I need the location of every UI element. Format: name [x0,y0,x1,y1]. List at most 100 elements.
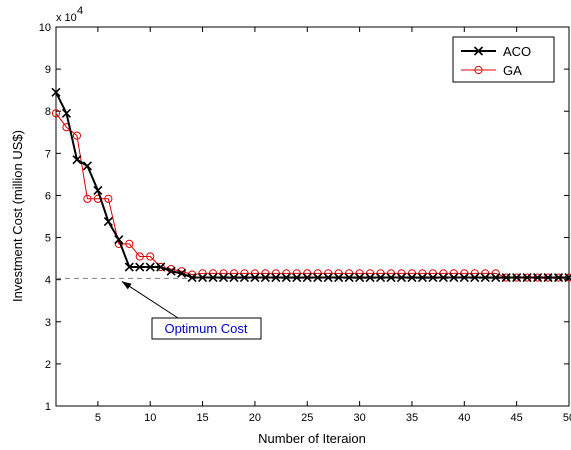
y-tick-label: 10 [39,22,51,34]
data-point-aco [166,266,176,276]
data-point-aco [313,272,323,283]
data-point-aco [114,235,124,245]
data-point-aco [218,272,229,283]
data-point-aco [438,272,448,283]
plot-area [55,26,570,407]
data-point-aco [543,272,553,283]
data-point-aco [428,272,438,283]
legend-aco-sample [461,46,496,56]
data-point-ga [146,252,155,261]
y-tick-label: 4 [45,275,51,287]
data-point-aco [459,272,469,283]
data-point-ga [177,267,186,276]
data-point-aco [281,272,291,283]
data-point-aco [198,272,208,283]
series-aco [51,87,571,283]
x-tick-label: 25 [301,412,313,424]
data-point-aco [480,272,490,283]
y-tick-label: 5 [45,233,51,245]
data-point-aco [292,272,302,283]
annotation-arrow [121,280,179,319]
data-point-aco [260,272,270,283]
data-point-aco [229,272,239,283]
y-tick-label: 2 [45,359,51,371]
data-point-aco [334,272,344,283]
data-point-aco [51,87,61,97]
data-point-ga [135,252,144,261]
x-tick-label: 45 [511,412,523,424]
data-point-aco [61,108,72,118]
data-point-aco [417,272,427,283]
data-point-aco [239,272,250,283]
data-point-aco [449,272,459,283]
y-tick-label: 7 [45,148,51,160]
data-point-aco [344,272,354,283]
series-group [51,87,571,283]
data-point-aco [522,272,532,283]
y-tick-label: 9 [45,64,51,76]
axes-ticks: 510152025303540455012345678910 [39,22,571,424]
legend-label-aco: ACO [503,44,531,59]
data-point-aco [512,272,522,283]
x-tick-label: 30 [353,412,365,424]
data-point-ga [125,239,134,248]
data-point-aco [491,272,501,283]
data-point-aco [145,262,155,272]
data-point-aco [135,262,145,272]
y-axis-label: Investment Cost (million US$) [10,130,25,302]
legend-marker-aco [473,46,484,56]
data-point-aco [271,272,281,283]
arrow-head [121,281,132,290]
data-point-aco [533,272,543,283]
y-multiplier-label: x 10 [56,12,77,24]
y-tick-label: 3 [45,317,51,329]
x-tick-label: 5 [95,412,101,424]
data-point-aco [564,272,571,283]
data-point-aco [177,268,187,278]
x-tick-label: 40 [458,412,470,424]
x-tick-label: 15 [196,412,208,424]
data-point-aco [156,262,166,272]
data-point-aco [93,185,103,195]
x-axis-label: Number of Iteraion [258,431,366,446]
data-point-aco [407,272,417,283]
legend-box [452,36,555,83]
data-point-aco [355,272,365,283]
data-point-aco [553,272,564,283]
data-point-aco [250,272,260,283]
y-tick-label: 6 [45,190,51,202]
annotation-box [151,317,262,340]
x-tick-label: 20 [249,412,261,424]
data-point-aco [208,272,218,283]
data-point-aco [501,272,511,283]
x-tick-label: 10 [144,412,156,424]
data-point-ga [104,194,113,203]
data-point-aco [72,155,82,165]
data-point-aco [396,272,407,283]
y-tick-label: 1 [45,401,51,413]
data-point-ga [72,131,82,140]
series-line-ga [55,113,569,279]
data-point-aco [375,272,386,283]
x-tick-label: 50 [563,412,571,424]
annotation-text: Optimum Cost [164,321,247,336]
legend-ga-sample [461,65,496,75]
data-point-ga [83,194,92,203]
x-tick-label: 35 [406,412,418,424]
data-point-aco [82,161,92,171]
annotation: Optimum Cost [121,280,262,340]
data-point-ga [51,109,61,118]
y-multiplier-exponent: 4 [77,5,83,17]
y-tick-label: 8 [45,106,51,118]
data-point-aco [103,216,113,227]
legend-marker-ga [474,65,483,75]
series-line-aco [55,91,569,279]
data-point-aco [323,272,333,283]
data-point-aco [386,272,396,283]
data-point-aco [302,272,312,283]
legend-label-ga: GA [503,63,522,78]
data-point-aco [187,272,197,283]
data-point-aco [124,262,134,272]
data-point-aco [365,272,375,283]
